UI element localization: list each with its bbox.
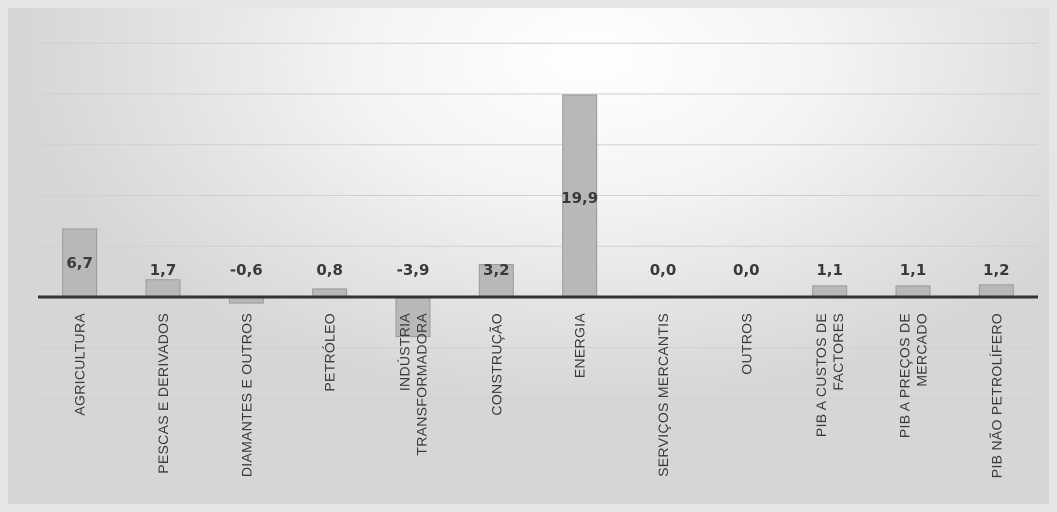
data-label: 1,1 — [900, 261, 927, 279]
category-label: INDÚSTRIA — [397, 313, 413, 392]
value-labels: 6,7 1,7 -0,6 0,8 -3,9 3,2 19,9 0,0 0,0 1,1 1,1 1,2 — [66, 189, 1009, 279]
category-label: DIAMANTES E OUTROS — [238, 313, 254, 477]
category-label: MERCADO — [914, 313, 930, 387]
data-label: -0,6 — [230, 261, 263, 279]
bar — [895, 285, 931, 298]
category-labels: AGRICULTURA PESCAS E DERIVADOS DIAMANTES E… — [72, 313, 1005, 479]
category-label: SERVIÇOS MERCANTIS — [655, 313, 671, 477]
category-label: PETRÓLEO — [322, 313, 338, 392]
data-label: 0,8 — [316, 261, 343, 279]
category-label: AGRICULTURA — [72, 313, 88, 416]
category-label: FACTORES — [830, 313, 846, 391]
bar — [978, 284, 1014, 298]
bar — [812, 285, 848, 298]
data-label: -3,9 — [397, 261, 430, 279]
bar — [562, 94, 598, 298]
data-label: 1,1 — [816, 261, 843, 279]
category-label: ENERGIA — [572, 313, 588, 378]
data-label: 1,7 — [150, 261, 177, 279]
category-label: PESCAS E DERIVADOS — [155, 313, 171, 474]
data-label: 19,9 — [561, 189, 598, 207]
bars — [62, 94, 1014, 338]
data-label: 6,7 — [66, 254, 93, 272]
bar — [145, 279, 181, 298]
category-label: PIB NÃO PETROLÍFERO — [988, 313, 1004, 478]
bar — [478, 264, 514, 298]
gridlines — [38, 42, 1038, 399]
data-label: 0,0 — [733, 261, 760, 279]
category-label: PIB A PREÇOS DE — [897, 313, 913, 438]
data-label: 0,0 — [650, 261, 677, 279]
category-label: TRANSFORMADORA — [414, 313, 430, 456]
category-label: PIB A CUSTOS DE — [813, 313, 829, 437]
category-label: CONSTRUÇÃO — [488, 313, 504, 416]
data-label: 3,2 — [483, 261, 510, 279]
data-label: 1,2 — [983, 261, 1010, 279]
category-label: OUTROS — [738, 313, 754, 375]
bar — [62, 228, 98, 298]
